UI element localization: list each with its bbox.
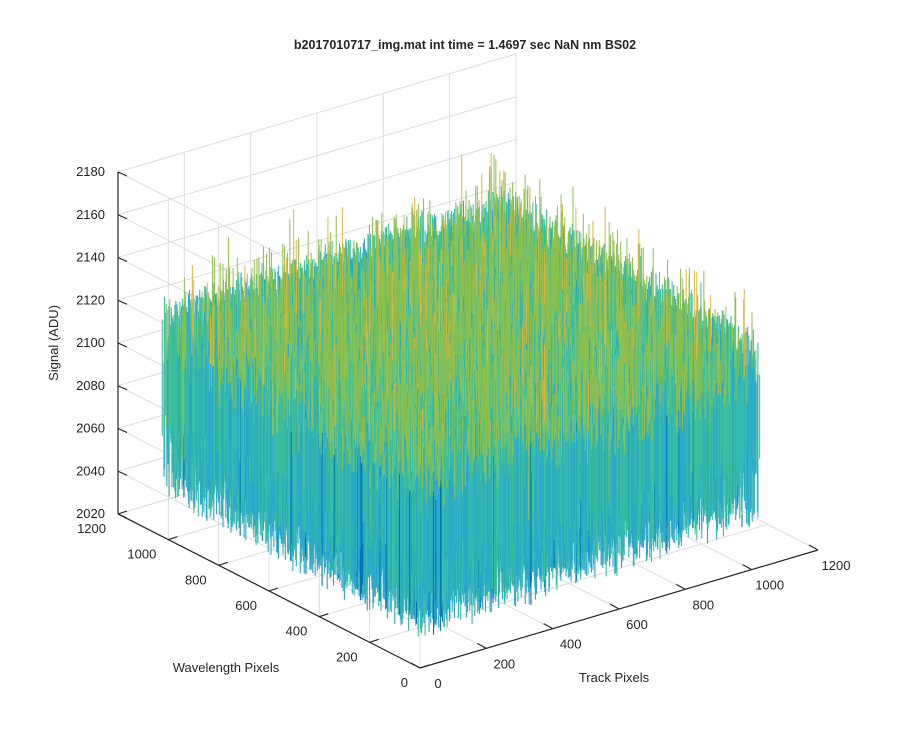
surface-layer [162,153,759,637]
